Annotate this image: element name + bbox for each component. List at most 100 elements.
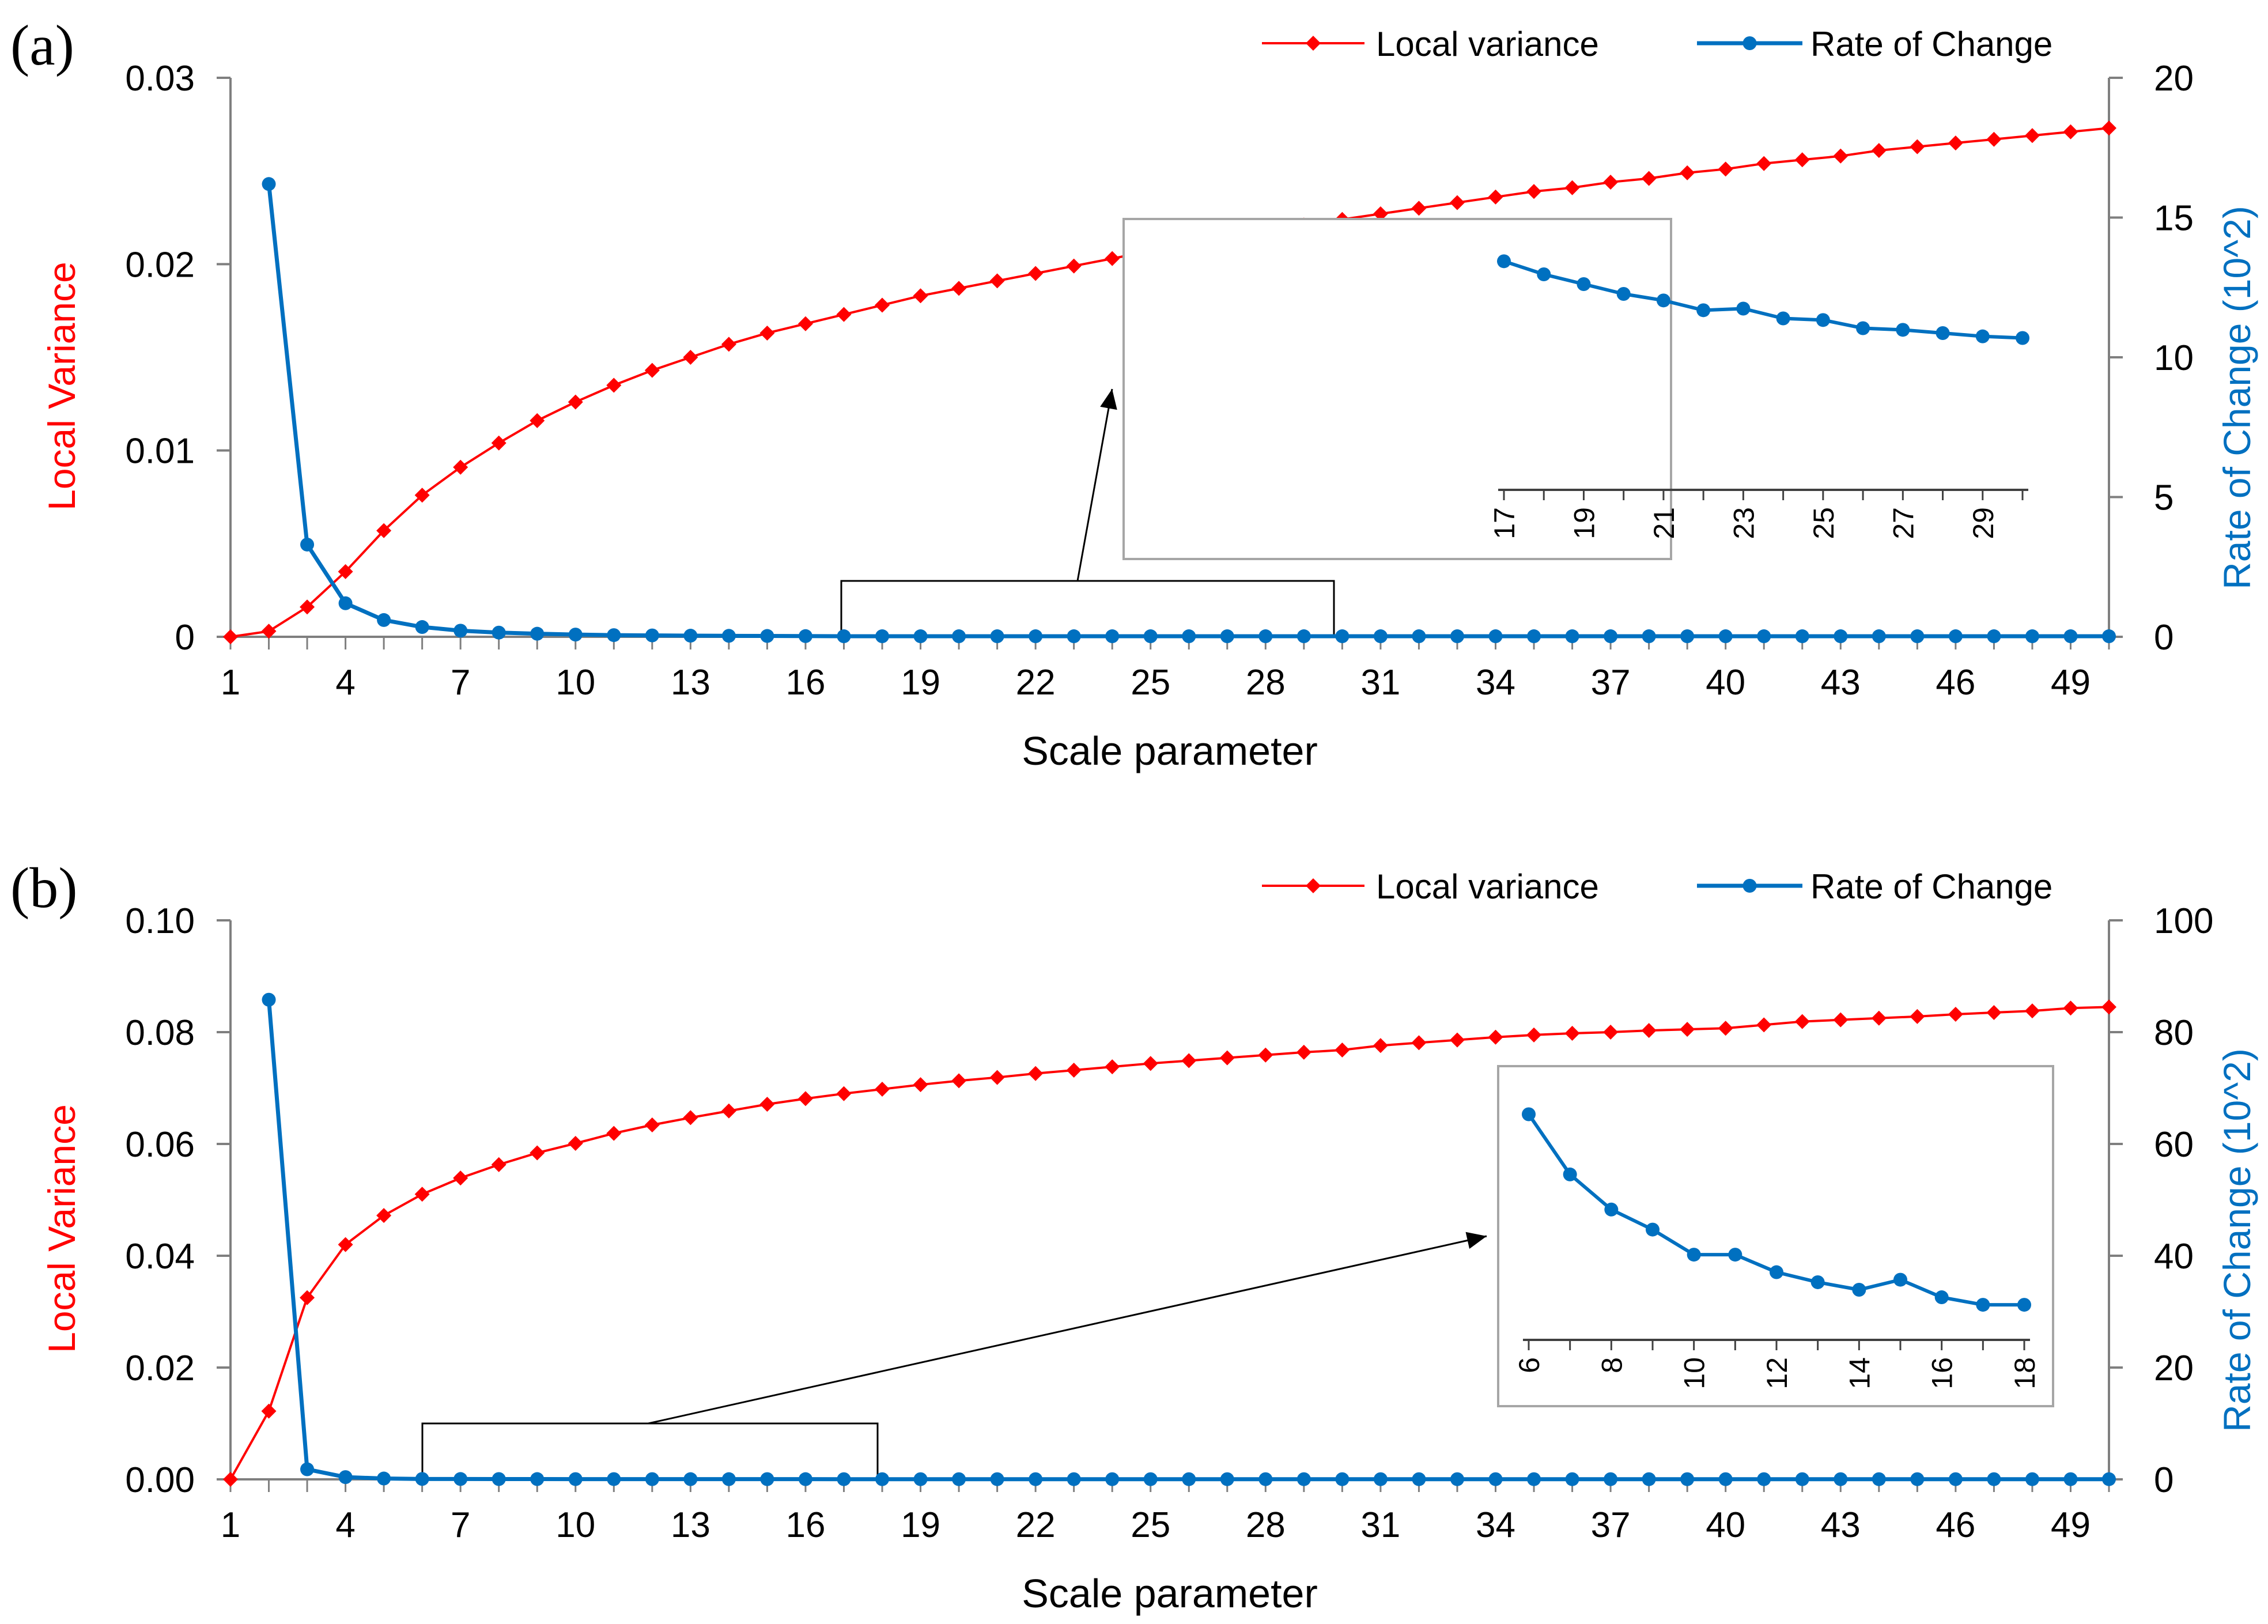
inset-x-tick-label: 6 <box>1513 1357 1545 1373</box>
rate-of-change-point <box>338 1470 353 1485</box>
rate-of-change-point <box>1296 1472 1311 1486</box>
local-variance-point <box>1794 1014 1810 1029</box>
inset-rate-of-change-point <box>1522 1107 1536 1121</box>
rate-of-change-point <box>1948 629 1963 644</box>
rate-of-change-point <box>1105 1472 1120 1486</box>
local-variance-point <box>1105 251 1120 266</box>
rate-of-change-point <box>837 629 851 644</box>
legend-rate-of-change-marker <box>1742 879 1757 893</box>
rate-of-change-point <box>1987 629 2001 644</box>
local-variance-point <box>721 337 736 352</box>
rate-of-change-point <box>1757 629 1771 644</box>
rate-of-change-point <box>837 1472 851 1486</box>
local-variance-point <box>951 1073 967 1089</box>
local-variance-point <box>1335 1043 1350 1058</box>
rate-of-change-point <box>1105 629 1120 644</box>
rate-of-change-point <box>453 624 468 638</box>
local-variance-point <box>836 1086 852 1101</box>
local-variance-point <box>2101 999 2116 1015</box>
rate-of-change-point <box>1335 629 1350 644</box>
rate-of-change-point <box>1872 1472 1886 1486</box>
inset: 17 19 21 23 25 27 29 <box>1122 218 2029 560</box>
rate-of-change-point <box>1067 629 1081 644</box>
inset-rate-of-change-point <box>1728 1248 1742 1262</box>
local-variance-point <box>1603 1025 1619 1040</box>
rate-of-change-point <box>1450 629 1464 644</box>
rate-of-change-point <box>1642 1472 1656 1486</box>
rate-of-change-point <box>721 1472 736 1486</box>
x-tick-label: 40 <box>1706 1505 1745 1545</box>
y-right-tick-label: 40 <box>2154 1237 2194 1276</box>
local-variance-point <box>1718 161 1733 177</box>
x-tick-label: 4 <box>335 1505 355 1545</box>
inset-rate-of-change-point <box>1736 301 1751 316</box>
local-variance-point <box>1488 1029 1503 1045</box>
local-variance-point <box>1066 1062 1082 1078</box>
y-axis-left-title: Local Variance <box>40 1104 83 1353</box>
x-tick-label: 46 <box>1936 663 1975 703</box>
x-tick-label: 22 <box>1016 1505 1056 1545</box>
rate-of-change-point <box>1910 629 1925 644</box>
local-variance-point <box>683 350 698 365</box>
inset-rate-of-change-point <box>1497 254 1511 269</box>
rate-of-change-point <box>1527 1472 1541 1486</box>
local-variance-point <box>1526 184 1542 199</box>
inset-rate-of-change-point <box>1776 311 1790 326</box>
inset-x-tick-label: 25 <box>1808 507 1840 539</box>
inset-rate-of-change-point <box>1604 1202 1619 1217</box>
x-tick-label: 7 <box>451 1505 470 1545</box>
legend-rate-of-change-label: Rate of Change <box>1810 867 2052 906</box>
local-variance-point <box>1986 131 2002 147</box>
local-variance-point <box>875 1081 890 1097</box>
inset-rate-of-change-point <box>2017 1298 2031 1312</box>
legend-local-variance-label: Local variance <box>1376 25 1599 63</box>
local-variance-point <box>376 1208 392 1223</box>
local-variance-point <box>1871 1010 1887 1026</box>
x-tick-label: 34 <box>1476 663 1515 703</box>
rate-of-change-point <box>1412 629 1426 644</box>
rate-of-change-point <box>453 1472 468 1486</box>
x-tick-label: 37 <box>1591 1505 1631 1545</box>
rate-of-change-point <box>568 1472 583 1486</box>
local-variance-point <box>1526 1027 1542 1043</box>
x-tick-label: 4 <box>335 663 355 703</box>
rate-of-change-point <box>683 629 698 643</box>
legend-rate-of-change-marker <box>1742 36 1757 50</box>
local-variance-point <box>300 1290 315 1305</box>
local-variance-point <box>759 325 775 341</box>
x-tick-label: 43 <box>1821 1505 1861 1545</box>
zoom-box <box>421 1422 879 1479</box>
x-tick-label: 37 <box>1591 663 1631 703</box>
rate-of-change-point <box>1182 629 1196 644</box>
local-variance-point <box>1411 201 1427 216</box>
y-left-tick-label: 0.06 <box>125 1125 195 1165</box>
inset-rate-of-change-point <box>1936 326 1950 340</box>
rate-of-change-point <box>2025 629 2039 644</box>
inset-rate-of-change-point <box>1975 329 1990 343</box>
local-variance-point <box>1411 1035 1427 1051</box>
local-variance-point <box>644 1117 660 1133</box>
y-left-tick-label: 0.02 <box>125 245 195 285</box>
panel-b: (b) 0.00 0.02 0.04 0.06 0.08 0.10 0 20 40 60 80 100 1… <box>10 856 2258 1616</box>
x-tick-label: 19 <box>901 663 940 703</box>
rate-of-change-point <box>1373 1472 1388 1486</box>
rate-of-change-point <box>1143 1472 1158 1486</box>
inset-rate-of-change-point <box>1893 1272 1907 1287</box>
rate-of-change-point <box>568 628 583 642</box>
rate-of-change-point <box>1412 1472 1426 1486</box>
rate-of-change-point <box>645 1472 659 1486</box>
inset-rate-of-change-point <box>1537 267 1551 281</box>
legend-local-variance-label: Local variance <box>1376 867 1599 906</box>
rate-of-change-point <box>2063 629 2078 644</box>
rate-of-change-point <box>1488 629 1503 644</box>
rate-of-change-point <box>300 1462 315 1476</box>
inset-x-tick-label: 10 <box>1679 1357 1711 1389</box>
rate-of-change-point <box>1373 629 1388 644</box>
x-tick-label: 25 <box>1131 663 1170 703</box>
y-right-tick-label: 0 <box>2154 618 2174 658</box>
y-left-tick-label: 0.04 <box>125 1237 195 1276</box>
x-tick-label: 13 <box>671 1505 710 1545</box>
rate-of-change-point <box>798 629 812 643</box>
local-variance-point <box>1948 135 1963 151</box>
local-variance-point <box>1258 1047 1273 1063</box>
